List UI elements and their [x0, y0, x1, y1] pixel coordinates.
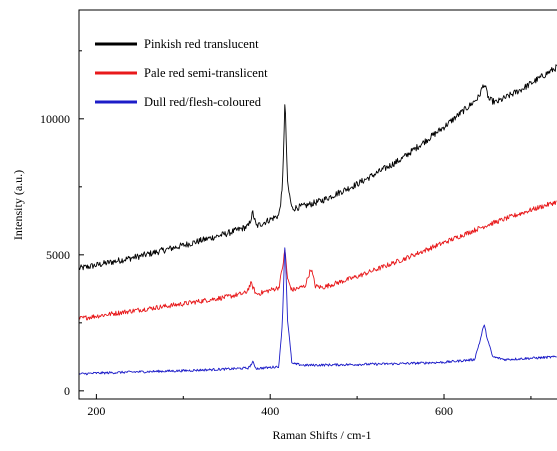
y-tick-label: 0 — [64, 384, 70, 398]
legend-label: Dull red/flesh-coloured — [144, 95, 262, 109]
x-tick-label: 200 — [87, 404, 105, 418]
series-layer — [79, 64, 557, 376]
series-line-3 — [79, 247, 557, 376]
series-line-1 — [79, 64, 557, 271]
plot-frame — [78, 9, 557, 400]
x-tick-label: 600 — [435, 404, 453, 418]
legend: Pinkish red translucent Pale red semi-tra… — [95, 37, 268, 109]
y-axis-label: Intensity (a.u.) — [11, 170, 25, 240]
series-line-2 — [79, 200, 557, 321]
x-tick-label: 400 — [261, 404, 279, 418]
y-tick-label: 5000 — [46, 248, 70, 262]
y-tick-label: 10000 — [40, 112, 70, 126]
axes-layer: 200 400 600 0 5000 10000 — [40, 9, 557, 418]
legend-label: Pinkish red translucent — [144, 37, 259, 51]
legend-label: Pale red semi-translicent — [144, 66, 268, 80]
x-axis-label: Raman Shifts / cm-1 — [273, 428, 372, 442]
